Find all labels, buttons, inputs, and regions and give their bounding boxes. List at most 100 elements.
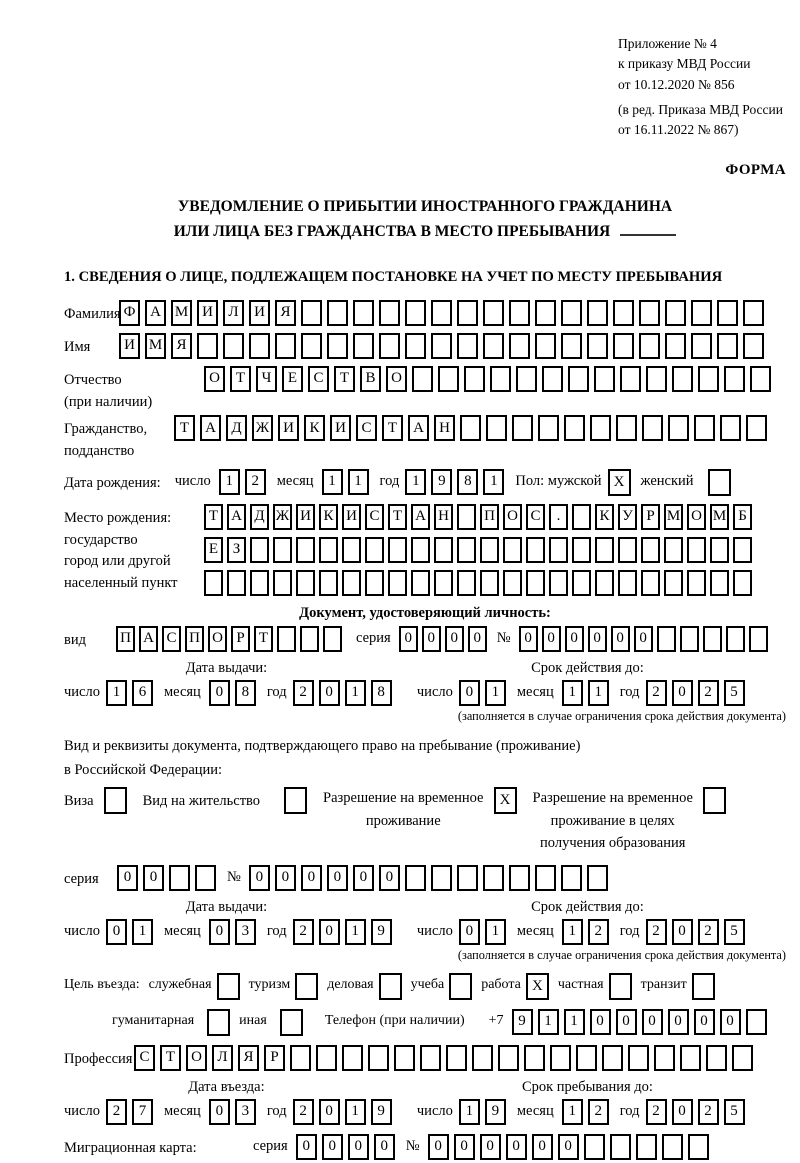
char-cell[interactable]: И <box>197 299 218 326</box>
char-cell[interactable] <box>534 864 556 891</box>
char-cell[interactable] <box>323 625 342 652</box>
char-cell[interactable]: 0 <box>427 1133 449 1160</box>
char-cell[interactable]: 9 <box>370 1098 392 1125</box>
char-cell[interactable]: И <box>342 503 361 530</box>
char-cell[interactable] <box>457 332 478 359</box>
char-cell[interactable]: 0 <box>444 625 464 652</box>
option-residence-permit-checkbox[interactable] <box>284 787 308 815</box>
char-cell[interactable] <box>679 625 699 652</box>
char-cell[interactable]: 0 <box>274 864 296 891</box>
char-cell[interactable]: 1 <box>483 468 505 495</box>
char-cell[interactable]: Т <box>388 503 407 530</box>
char-cell[interactable] <box>482 864 504 891</box>
char-cell[interactable]: 0 <box>671 918 693 945</box>
char-cell[interactable]: 0 <box>321 1133 343 1160</box>
char-cell[interactable]: 0 <box>610 625 630 652</box>
char-cell[interactable] <box>609 1133 631 1160</box>
char-cell[interactable] <box>516 365 537 392</box>
char-cell[interactable]: 2 <box>587 1098 609 1125</box>
char-cell[interactable]: 6 <box>131 679 153 706</box>
char-cell[interactable]: 2 <box>645 918 667 945</box>
char-cell[interactable]: И <box>330 415 351 442</box>
char-cell[interactable]: 0 <box>208 918 230 945</box>
char-cell[interactable] <box>509 299 530 326</box>
char-cell[interactable] <box>411 536 430 563</box>
char-cell[interactable] <box>542 365 563 392</box>
char-cell[interactable]: 0 <box>479 1133 501 1160</box>
char-cell[interactable] <box>275 332 296 359</box>
char-cell[interactable]: 0 <box>208 1098 230 1125</box>
char-cell[interactable] <box>664 569 683 596</box>
char-cell[interactable] <box>434 569 453 596</box>
char-cell[interactable]: Т <box>160 1044 181 1071</box>
char-cell[interactable] <box>595 536 614 563</box>
char-cell[interactable] <box>706 1044 727 1071</box>
char-cell[interactable] <box>668 415 689 442</box>
char-cell[interactable] <box>665 332 686 359</box>
char-cell[interactable]: Р <box>264 1044 285 1071</box>
char-cell[interactable] <box>431 332 452 359</box>
char-cell[interactable]: Р <box>231 625 250 652</box>
char-cell[interactable] <box>169 864 190 891</box>
char-cell[interactable] <box>405 332 426 359</box>
char-cell[interactable] <box>472 1044 493 1071</box>
char-cell[interactable]: А <box>227 503 246 530</box>
char-cell[interactable] <box>316 1044 337 1071</box>
char-cell[interactable] <box>661 1133 683 1160</box>
char-cell[interactable]: Л <box>212 1044 233 1071</box>
char-cell[interactable] <box>680 1044 701 1071</box>
char-cell[interactable]: А <box>411 503 430 530</box>
char-cell[interactable] <box>431 299 452 326</box>
char-cell[interactable] <box>561 332 582 359</box>
char-cell[interactable]: К <box>304 415 325 442</box>
char-cell[interactable]: 0 <box>633 625 653 652</box>
char-cell[interactable]: Ж <box>273 503 292 530</box>
char-cell[interactable]: 1 <box>344 679 366 706</box>
char-cell[interactable] <box>480 536 499 563</box>
char-cell[interactable] <box>641 536 660 563</box>
char-cell[interactable] <box>296 569 315 596</box>
char-cell[interactable] <box>717 299 738 326</box>
char-cell[interactable]: Е <box>282 365 303 392</box>
char-cell[interactable]: 0 <box>421 625 441 652</box>
char-cell[interactable]: Л <box>223 299 244 326</box>
char-cell[interactable]: Ж <box>252 415 273 442</box>
char-cell[interactable] <box>379 332 400 359</box>
char-cell[interactable]: 0 <box>318 679 340 706</box>
char-cell[interactable]: 1 <box>347 468 369 495</box>
purpose-business-checkbox[interactable] <box>378 972 402 1000</box>
char-cell[interactable] <box>227 569 246 596</box>
char-cell[interactable] <box>368 1044 389 1071</box>
char-cell[interactable]: 0 <box>295 1133 317 1160</box>
char-cell[interactable] <box>319 569 338 596</box>
char-cell[interactable] <box>526 569 545 596</box>
char-cell[interactable]: 1 <box>561 918 583 945</box>
char-cell[interactable]: Н <box>434 415 455 442</box>
char-cell[interactable]: 0 <box>667 1008 689 1035</box>
char-cell[interactable] <box>664 536 683 563</box>
char-cell[interactable]: Т <box>254 625 273 652</box>
char-cell[interactable] <box>486 415 507 442</box>
char-cell[interactable] <box>561 299 582 326</box>
char-cell[interactable]: 2 <box>697 679 719 706</box>
char-cell[interactable]: С <box>365 503 384 530</box>
char-cell[interactable]: А <box>139 625 158 652</box>
char-cell[interactable]: Н <box>434 503 453 530</box>
char-cell[interactable] <box>587 299 608 326</box>
char-cell[interactable] <box>720 415 741 442</box>
char-cell[interactable]: 2 <box>292 679 314 706</box>
char-cell[interactable]: 2 <box>587 918 609 945</box>
char-cell[interactable] <box>654 1044 675 1071</box>
char-cell[interactable]: 1 <box>131 918 153 945</box>
char-cell[interactable]: 5 <box>723 918 745 945</box>
char-cell[interactable] <box>342 536 361 563</box>
char-cell[interactable] <box>572 536 591 563</box>
char-cell[interactable]: 0 <box>589 1008 611 1035</box>
char-cell[interactable]: К <box>595 503 614 530</box>
char-cell[interactable]: 0 <box>347 1133 369 1160</box>
char-cell[interactable] <box>620 365 641 392</box>
char-cell[interactable]: 0 <box>531 1133 553 1160</box>
char-cell[interactable] <box>503 569 522 596</box>
char-cell[interactable]: М <box>710 503 729 530</box>
char-cell[interactable]: 1 <box>218 468 240 495</box>
